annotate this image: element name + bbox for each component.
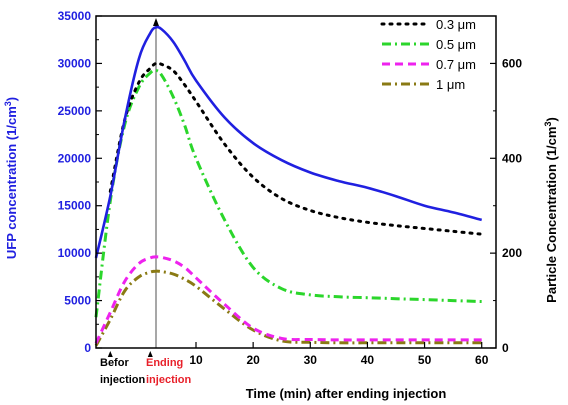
y-left-tick-label-0: 0 [84, 341, 91, 355]
y-axis-left-title-close: ) [4, 97, 19, 101]
y-right-tick-label-1: 200 [502, 246, 522, 260]
y-left-tick-label-1: 5000 [64, 294, 91, 308]
annotation-0-line-0: Befor [100, 357, 129, 369]
x-tick-label-3: 40 [361, 353, 375, 367]
y-left-tick-label-3: 15000 [58, 199, 92, 213]
annotation-1-line-1: injection [146, 374, 192, 386]
x-tick-label-5: 60 [475, 353, 489, 367]
legend-label-4: 1 μm [436, 77, 465, 92]
y-left-tick-label-5: 25000 [58, 104, 92, 118]
y-axis-right-title-main: Particle Concentration (1/cm [544, 127, 559, 303]
annotation-0-line-1: injection [100, 374, 146, 386]
y-axis-right-title-close: ) [544, 117, 559, 121]
x-tick-label-0: 10 [189, 353, 203, 367]
y-left-tick-label-7: 35000 [58, 9, 92, 23]
x-tick-label-2: 30 [304, 353, 318, 367]
legend-label-2: 0.5 μm [436, 37, 476, 52]
y-right-tick-label-2: 400 [502, 151, 522, 165]
y-left-tick-label-4: 20000 [58, 151, 92, 165]
y-axis-right-title: Particle Concentration (1/cm3) [543, 117, 559, 303]
legend-label-3: 0.7 μm [436, 57, 476, 72]
y-right-tick-label-0: 0 [502, 341, 509, 355]
x-tick-label-4: 50 [418, 353, 432, 367]
annotation-1-line-0: Ending [146, 357, 183, 369]
x-tick-label-1: 20 [246, 353, 260, 367]
y-left-tick-label-2: 10000 [58, 246, 92, 260]
y-left-tick-label-6: 30000 [58, 56, 92, 70]
y-axis-left-title: UFP concentration (1/cm3) [3, 97, 19, 259]
x-axis-title: Time (min) after ending injection [246, 386, 447, 401]
y-right-tick-label-3: 600 [502, 56, 522, 70]
legend-label-1: 0.3 μm [436, 17, 476, 32]
y-axis-left-title-main: UFP concentration (1/cm [4, 106, 19, 259]
